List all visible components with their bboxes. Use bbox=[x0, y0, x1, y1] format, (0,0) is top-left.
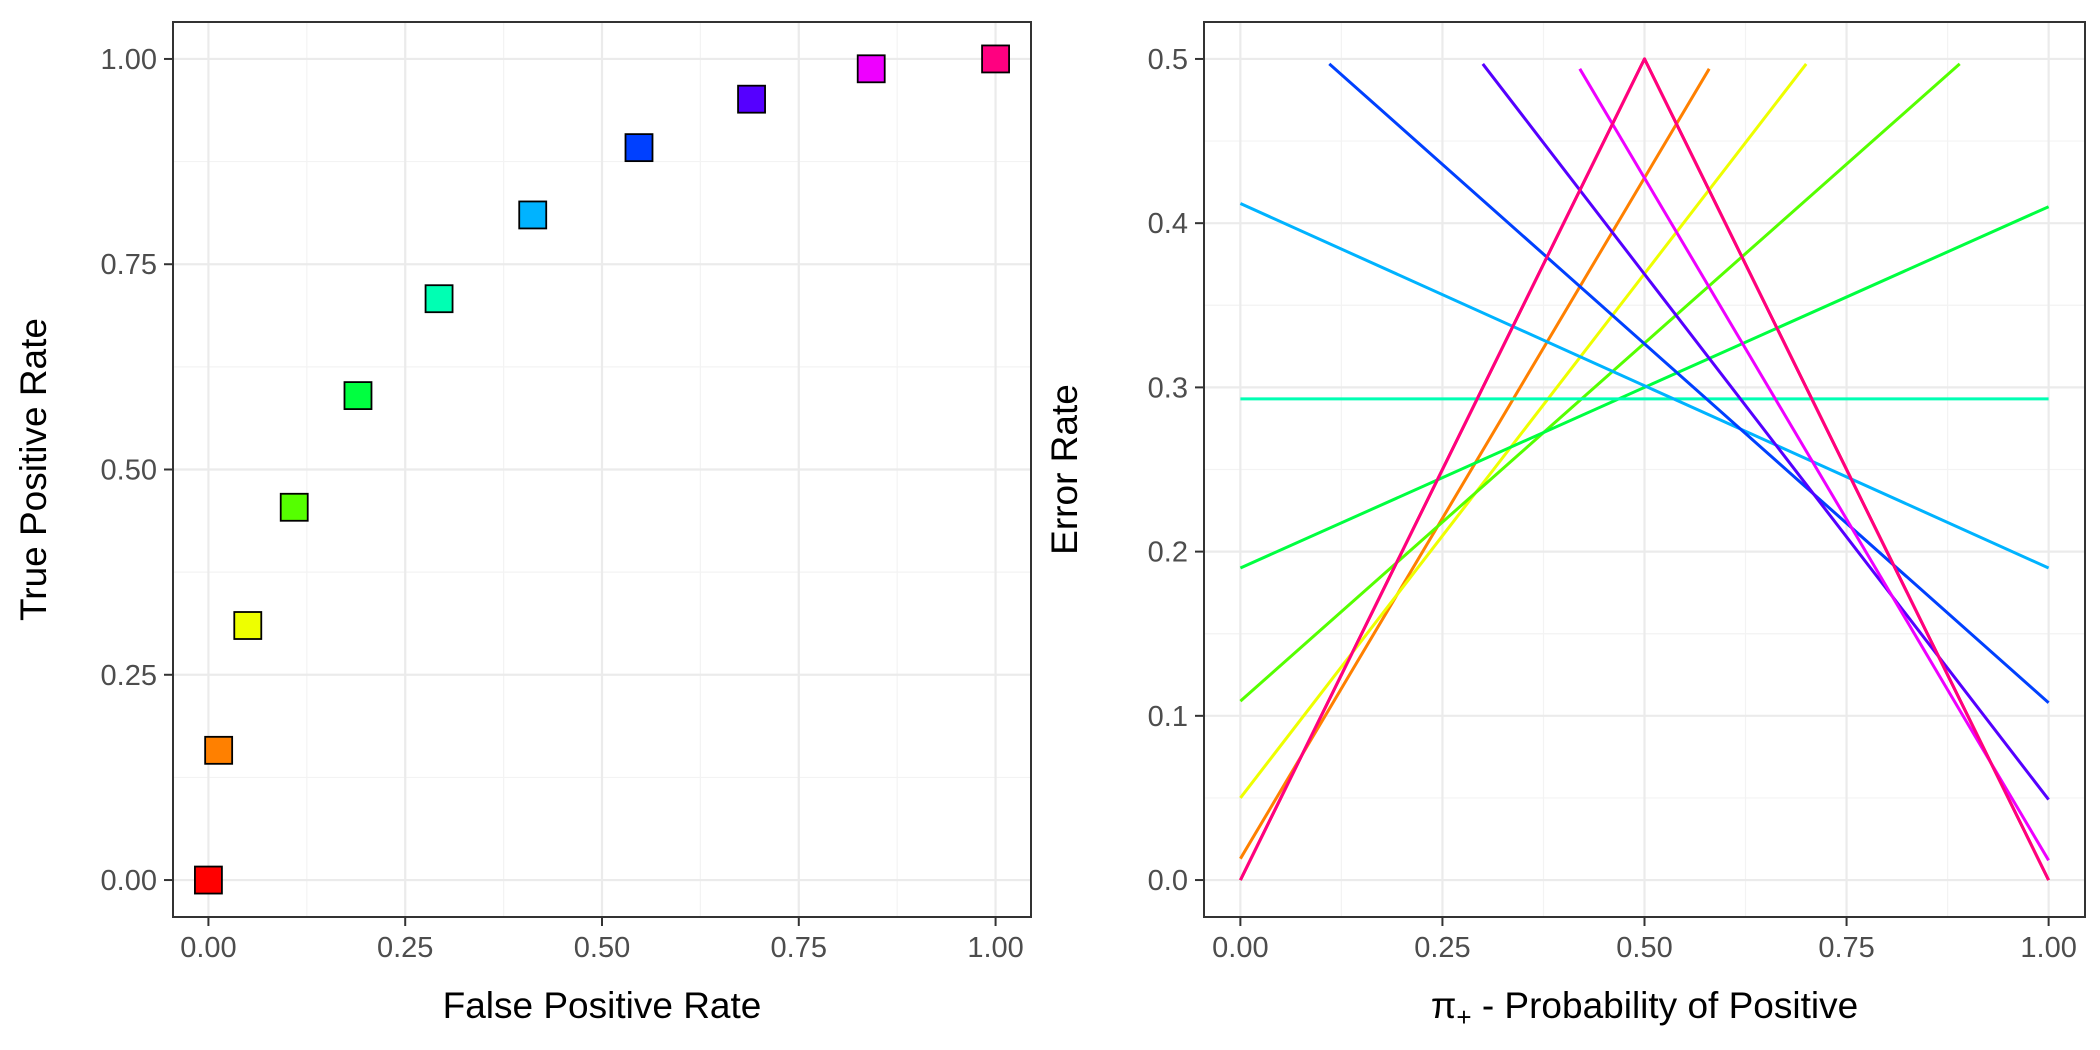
roc-point-8 bbox=[737, 84, 766, 114]
error-rate-y-tick-label: 0.4 bbox=[1148, 208, 1188, 240]
error-rate-y-axis: 0.0 0.1 0.2 0.3 0.4 0.5 bbox=[1148, 44, 1204, 897]
roc-point-3 bbox=[279, 492, 309, 522]
x-axis-title-text: - Probability of Positive bbox=[1472, 985, 1859, 1026]
roc-y-axis-title: True Positive Rate bbox=[13, 318, 54, 621]
roc-x-axis-title: False Positive Rate bbox=[443, 985, 762, 1026]
roc-x-axis: 0.00 0.25 0.50 0.75 1.00 bbox=[180, 917, 1024, 964]
error-rate-x-tick-label: 0.75 bbox=[1818, 932, 1874, 964]
error-rate-y-tick-label: 0.5 bbox=[1148, 44, 1188, 76]
roc-point-6 bbox=[518, 200, 548, 230]
roc-y-tick-label: 0.00 bbox=[101, 865, 157, 897]
error-rate-x-tick-label: 1.00 bbox=[2020, 932, 2076, 964]
error-rate-y-tick-label: 0.0 bbox=[1148, 865, 1188, 897]
roc-points bbox=[194, 44, 1010, 895]
roc-x-tick-label: 0.00 bbox=[180, 932, 236, 964]
error-rate-line-7 bbox=[1328, 62, 2050, 704]
roc-x-tick-label: 1.00 bbox=[967, 932, 1023, 964]
error-rate-x-axis-title: π+ - Probability of Positive bbox=[1431, 985, 1858, 1032]
error-rate-gridlines bbox=[1204, 22, 2085, 917]
roc-y-tick-label: 0.75 bbox=[101, 249, 157, 281]
roc-y-axis: 0.00 0.25 0.50 0.75 1.00 bbox=[101, 44, 173, 897]
roc-panel: 0.00 0.25 0.50 0.75 1.00 0.00 0.25 0.50 0.75 1.0… bbox=[13, 21, 1032, 1026]
roc-point-1 bbox=[204, 735, 234, 765]
error-rate-x-tick-label: 0.25 bbox=[1414, 932, 1470, 964]
error-rate-x-axis: 0.00 0.25 0.50 0.75 1.00 bbox=[1212, 917, 2077, 964]
error-rate-line-6 bbox=[1239, 202, 2050, 570]
error-rate-y-tick-label: 0.3 bbox=[1148, 372, 1188, 404]
roc-y-tick-label: 0.25 bbox=[101, 660, 157, 692]
roc-gridlines bbox=[173, 22, 1031, 917]
pi-symbol: π bbox=[1431, 985, 1457, 1026]
roc-x-tick-label: 0.25 bbox=[377, 932, 433, 964]
error-rate-y-tick-label: 0.1 bbox=[1148, 701, 1188, 733]
roc-point-2 bbox=[233, 611, 263, 640]
roc-point-0 bbox=[194, 865, 223, 895]
error-rate-line-2 bbox=[1239, 62, 1808, 799]
error-rate-line-3 bbox=[1239, 62, 1961, 703]
error-rate-lines bbox=[1239, 57, 2050, 881]
roc-x-tick-label: 0.50 bbox=[574, 932, 630, 964]
roc-y-tick-label: 1.00 bbox=[101, 44, 157, 76]
roc-point-5 bbox=[424, 284, 454, 314]
error-rate-y-tick-label: 0.2 bbox=[1148, 537, 1188, 569]
roc-point-7 bbox=[624, 133, 654, 163]
error-rate-line-10 bbox=[1239, 57, 2050, 881]
roc-x-tick-label: 0.75 bbox=[771, 932, 827, 964]
error-rate-line-9 bbox=[1578, 68, 2050, 862]
error-rate-line-8 bbox=[1481, 62, 2050, 801]
roc-point-10 bbox=[981, 44, 1010, 74]
roc-y-tick-label: 0.50 bbox=[101, 455, 157, 487]
error-rate-y-axis-title: Error Rate bbox=[1044, 384, 1085, 555]
pi-subscript: + bbox=[1456, 1002, 1471, 1032]
error-rate-x-tick-label: 0.00 bbox=[1212, 932, 1268, 964]
roc-point-4 bbox=[343, 381, 373, 411]
error-rate-x-tick-label: 0.50 bbox=[1616, 932, 1672, 964]
error-rate-panel: 0.00 0.25 0.50 0.75 1.00 0.00.10.20.30.40.5 … bbox=[1044, 21, 2086, 1032]
roc-point-9 bbox=[856, 54, 886, 84]
